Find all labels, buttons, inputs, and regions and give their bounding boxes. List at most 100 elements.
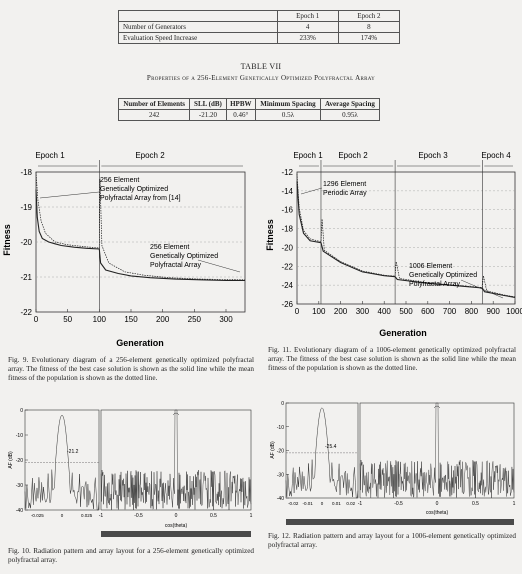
x-tick-label: 1000 (506, 307, 522, 316)
annotation-line: 1006 Element (409, 263, 452, 270)
fig11-fitness-chart: Epoch 1 Epoch 2 Epoch 3 Epoch 4 -12 -14 -1… (265, 151, 522, 338)
y-tick-label: -24 (281, 281, 293, 290)
table-cell: Evaluation Speed Increase (118, 32, 278, 44)
x-axis-label: Generation (116, 338, 164, 348)
fig11-caption: Fig. 11. Evolutionary diagram of a 1006-… (268, 346, 516, 372)
fig12-caption: Fig. 12. Radiation pattern and array lay… (268, 532, 516, 549)
y-tick-label: -12 (281, 168, 293, 177)
array-layout-elements (286, 519, 514, 525)
table-header (118, 10, 278, 22)
properties-table: Number of Elements SLL (dB) HPBW Minimum… (117, 98, 381, 121)
table-row: Number of Generators 4 8 (118, 21, 401, 33)
inset-pattern-line (24, 414, 100, 511)
table-cell: 0.5λ (255, 109, 321, 121)
best-fitness-line (35, 189, 245, 282)
y-tick-label: -30 (277, 472, 284, 478)
x-tick-label: 1 (250, 513, 253, 519)
table-cell: 4 (276, 21, 339, 33)
table-header: Number of Elements (117, 98, 191, 110)
y-axis-label: Fitness (265, 219, 275, 251)
y-tick-label: -18 (281, 225, 293, 234)
fig9-fitness-chart: Epoch 1 Epoch 2 -18 -19 -20 -21 -220 50 100 150… (2, 151, 246, 348)
y-axis-label: AF (dB) (8, 451, 14, 469)
y-tick-label: -18 (20, 168, 32, 177)
annotation-line: Periodic Array (323, 190, 367, 197)
fig9-caption: Fig. 9. Evolutionary diagram of a 256-el… (8, 356, 254, 382)
x-tick-label: 900 (487, 307, 501, 316)
x-tick-label: 0 (175, 513, 178, 519)
table-cell: 233% (276, 32, 339, 44)
table-row: 242 -21.20 0.46° 0.5λ 0.95λ (117, 109, 381, 121)
y-tick-label: -10 (277, 425, 284, 431)
x-tick-label: 0 (295, 307, 300, 316)
x-tick-label: 500 (399, 307, 413, 316)
x-tick-label: 200 (334, 307, 348, 316)
inset-x-tick-label: -0.025 (31, 513, 44, 518)
inset-x-tick-label: 0.025 (81, 513, 93, 518)
x-tick-label: 300 (219, 315, 233, 324)
y-tick-label: -20 (20, 238, 32, 247)
sll-annotation: -21.2 (67, 449, 79, 455)
epoch-label: Epoch 1 (293, 151, 323, 160)
x-axis-label: cos(theta) (426, 510, 449, 516)
inset-frame (285, 402, 359, 499)
annotation-leader (460, 279, 504, 299)
x-tick-label: 0 (34, 315, 39, 324)
y-tick-label: -19 (20, 203, 32, 212)
x-tick-label: 100 (93, 315, 107, 324)
x-tick-label: 100 (312, 307, 326, 316)
table-header: Epoch 2 (337, 10, 401, 22)
table-cell: 0.95λ (319, 109, 381, 121)
annotation-line: Genetically Optimized (100, 186, 168, 193)
x-tick-label: 250 (188, 315, 202, 324)
y-axis-label: Fitness (2, 224, 12, 256)
y-tick-label: -40 (277, 496, 284, 502)
x-tick-label: 400 (378, 307, 392, 316)
y-tick-label: -10 (16, 433, 23, 439)
annotation-line: 256 Element (150, 244, 189, 251)
x-tick-label: 1 (513, 501, 516, 507)
inset-x-tick-label: 0.01 (332, 501, 341, 506)
inset-frame (24, 409, 100, 511)
y-tick-label: -22 (20, 308, 32, 317)
y-tick-label: 0 (20, 408, 23, 414)
table-title: Properties of a 256-Element Genetically … (146, 74, 376, 82)
fig10-caption: Fig. 10. Radiation pattern and array lay… (8, 547, 254, 564)
inset-x-tick-label: -0.01 (302, 501, 313, 506)
x-tick-label: 50 (63, 315, 72, 324)
main-pattern-line (359, 402, 515, 499)
table-header: SLL (dB) (189, 98, 227, 110)
y-tick-label: -22 (281, 262, 293, 271)
y-tick-label: -20 (16, 458, 23, 464)
epoch-label: Epoch 4 (481, 151, 511, 160)
y-axis-label: AF (dB) (270, 441, 276, 459)
y-tick-label: -16 (281, 206, 293, 215)
x-tick-label: -1 (358, 501, 363, 507)
y-tick-label: -30 (16, 483, 23, 489)
table-cell: 242 (117, 109, 191, 121)
annotation-leader (39, 191, 100, 199)
y-tick-label: -21 (20, 273, 32, 282)
annotation-leader (197, 259, 241, 273)
annotation-line: Polyfractal Array (150, 262, 201, 269)
x-axis-label: Generation (379, 328, 427, 338)
table-row: Evaluation Speed Increase 233% 174% (118, 32, 401, 44)
epoch-label: Epoch 2 (338, 151, 368, 160)
epoch-label: Epoch 1 (35, 151, 65, 160)
x-tick-label: -0.5 (134, 513, 143, 519)
annotation-line: 256 Element (100, 177, 139, 184)
x-tick-label: 0.5 (210, 513, 217, 519)
x-tick-label: 0.5 (472, 501, 479, 507)
table-header: Minimum Spacing (255, 98, 321, 110)
table-cell: -21.20 (189, 109, 227, 121)
table-header: Epoch 1 (276, 10, 339, 22)
table-cell: 0.46° (225, 109, 257, 121)
annotation-line: Polyfractal Array from [14] (100, 195, 181, 202)
table-label: TABLE VII (240, 62, 282, 71)
sll-annotation: -25.4 (325, 444, 337, 450)
x-tick-label: 300 (356, 307, 370, 316)
main-lobe-marker (172, 412, 180, 416)
main-pattern-line (100, 409, 252, 511)
inset-x-tick-label: -0.02 (288, 501, 299, 506)
table-cell: 8 (337, 21, 401, 33)
